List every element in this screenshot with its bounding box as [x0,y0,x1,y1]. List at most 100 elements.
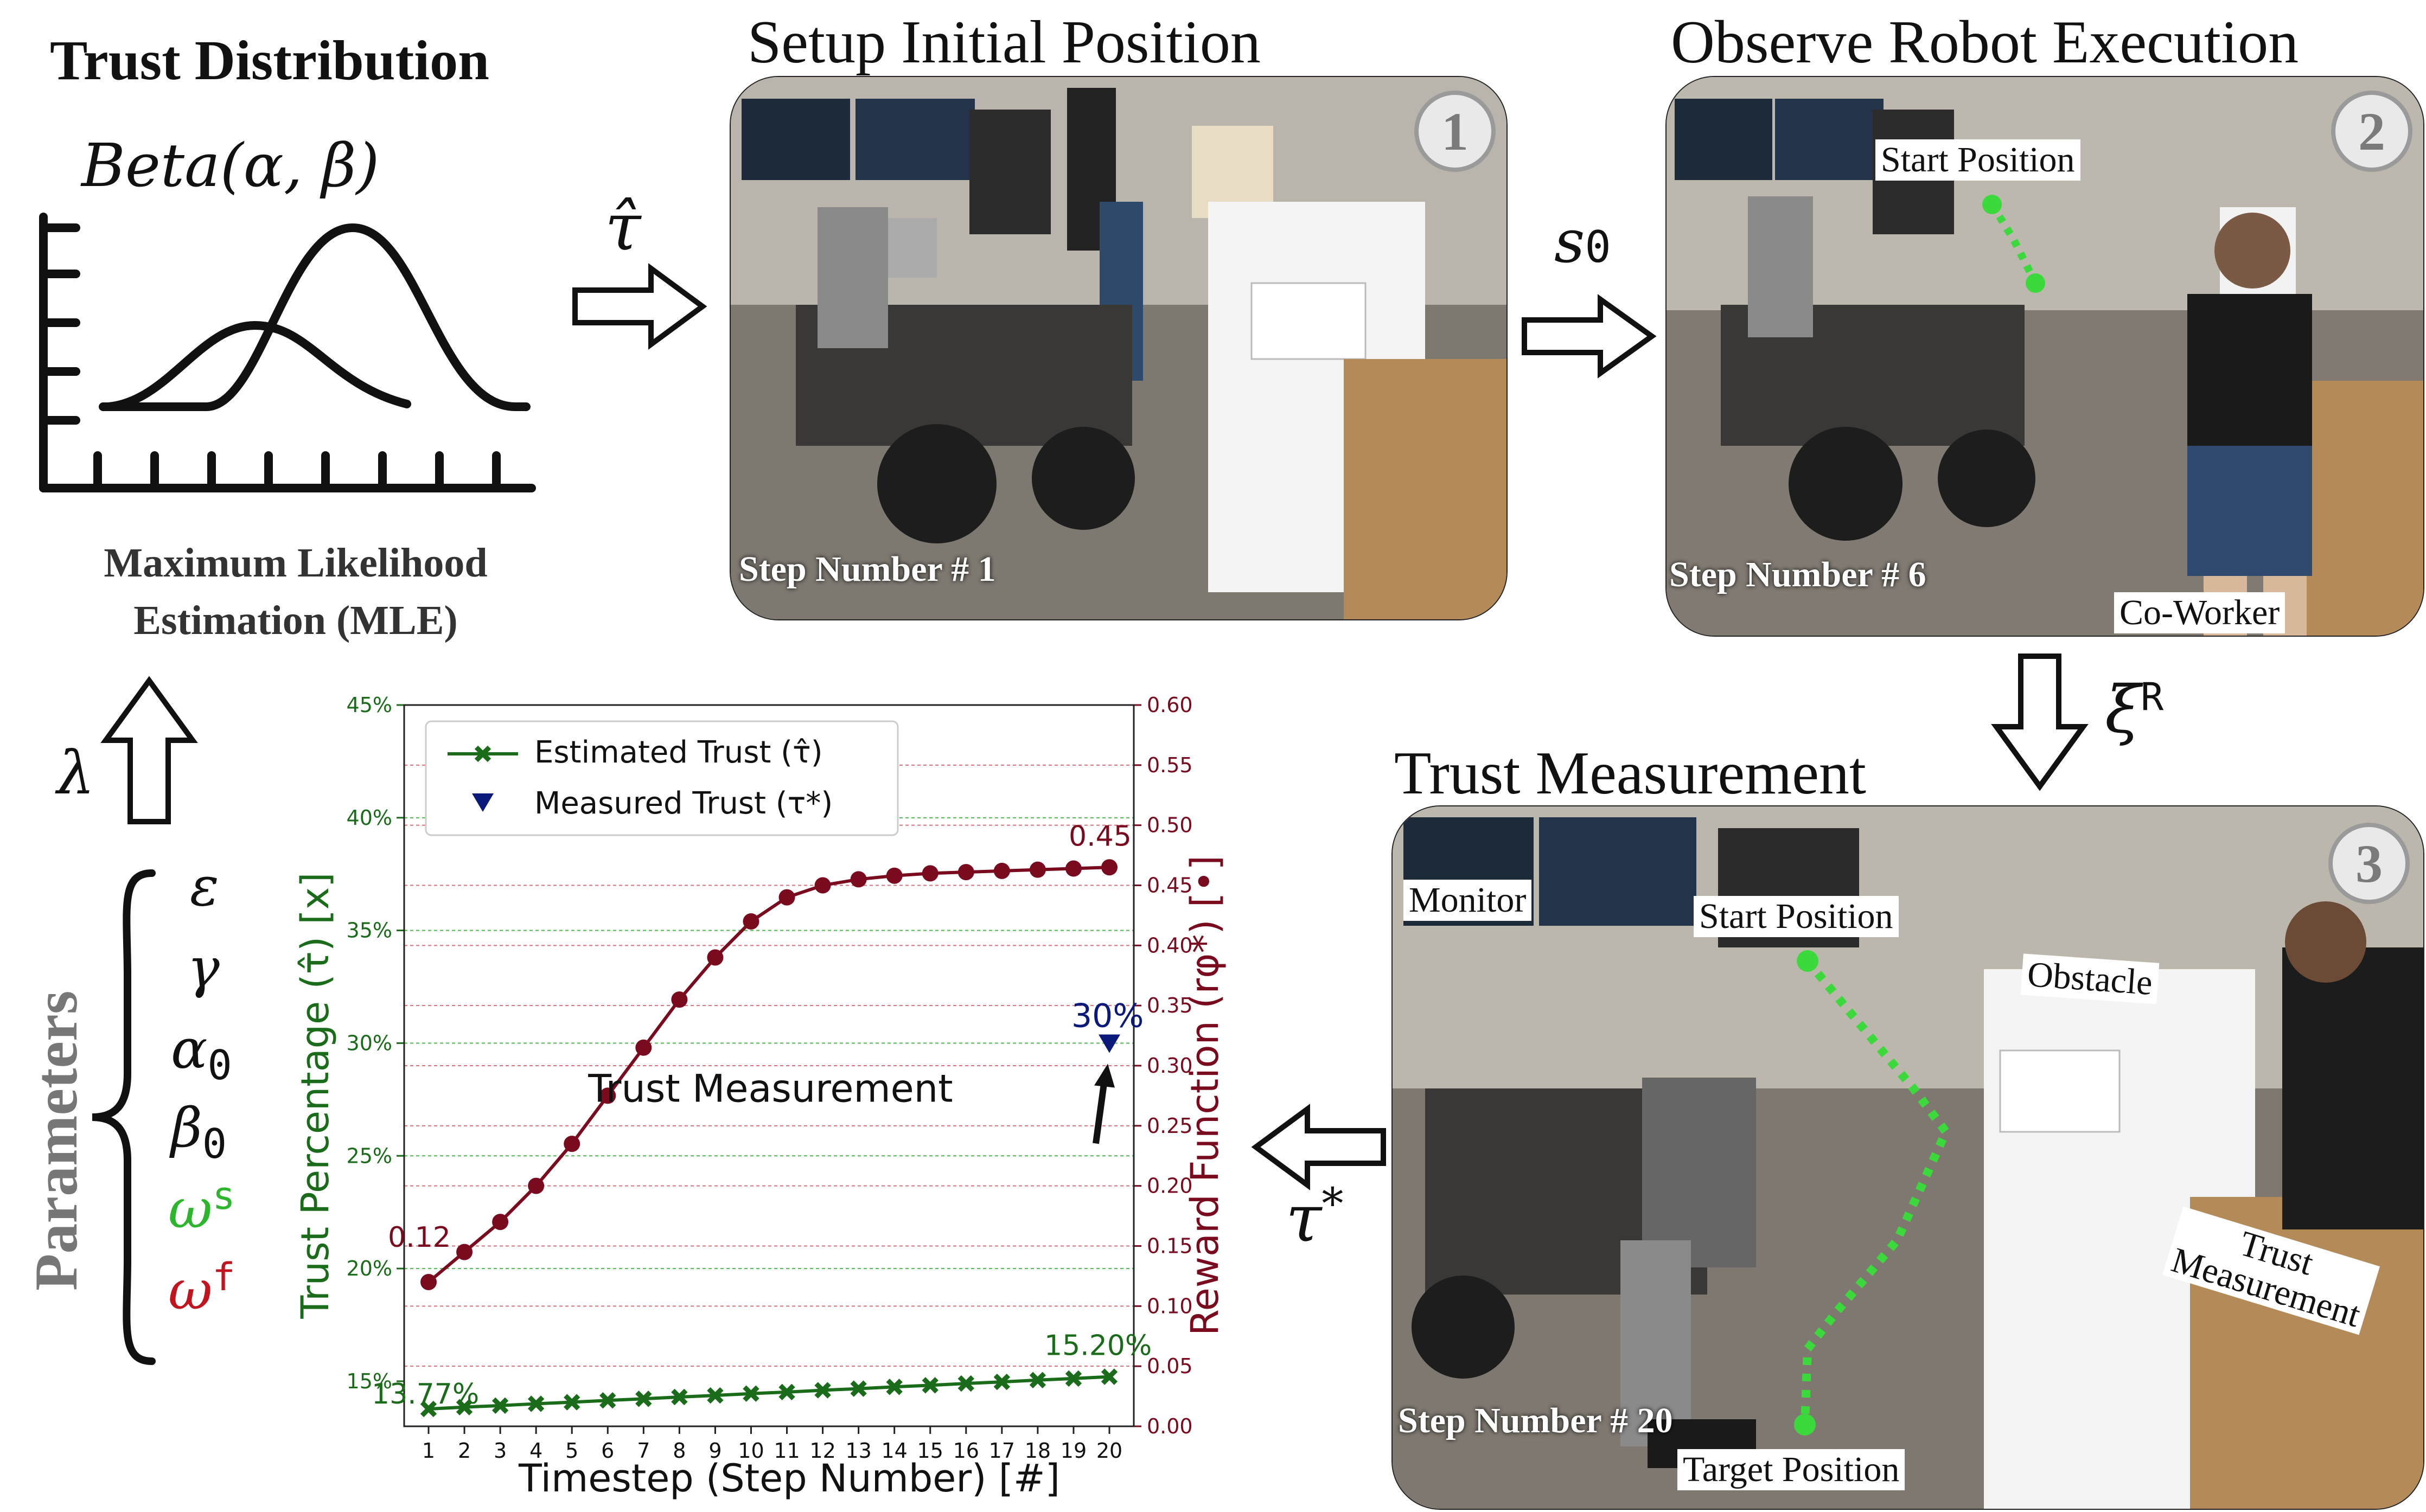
reward-point [1029,861,1046,878]
setup-scene [731,77,1506,619]
trust-start-label: 13.77% [372,1378,479,1411]
mle-label: Maximum Likelihood Estimation (MLE) [49,534,542,650]
estimated-trust-point [922,1377,939,1394]
estimated-trust-point [743,1385,759,1402]
s0-subscript: 0 [1585,222,1611,272]
s0-label: s0 [1554,212,1611,271]
xi-symbol: ξ [2105,672,2141,748]
x-tick-label: 2 [458,1439,471,1463]
beta-curve-peaked [99,223,531,411]
x-tick-label: 5 [565,1439,578,1463]
right-tick-label: 0.35 [1147,994,1193,1017]
x-tick-label: 3 [494,1439,507,1463]
param-alpha0-sub: 0 [207,1041,232,1089]
param-omega-f-sup: f [212,1255,235,1299]
right-tick-label: 0.05 [1147,1354,1193,1378]
parameters-brace [92,869,156,1365]
x-tick-label: 17 [989,1439,1015,1463]
estimated-trust-point [420,1400,437,1418]
start-position-label-2: Start Position [1875,139,2080,181]
arrow-to-chart [1251,1104,1386,1190]
right-tick-label: 0.40 [1147,933,1193,957]
x-tick-label: 9 [708,1439,722,1463]
x-axis-label: Timestep (Step Number) [#] [518,1456,1060,1501]
left-tick-label: 40% [347,806,392,830]
param-omega-s-symbol: ω [168,1177,213,1241]
legend-measured-label: Measured Trust (τ*) [534,786,833,821]
xi-superscript: R [2141,675,2164,719]
trust-distribution-title: Trust Distribution [50,29,489,92]
tau-star-superscript: * [1321,1178,1344,1229]
trust-measurement-scene [1393,806,2423,1509]
param-omega-s: ωs [168,1177,235,1236]
right-tick-label: 0.15 [1147,1234,1193,1258]
legend-trust-label: Estimated Trust (τ̂) [534,735,823,770]
step-number-6: Step Number # 6 [1669,555,1926,594]
mle-line1: Maximum Likelihood [104,540,488,586]
param-beta0-symbol: β [171,1096,202,1159]
estimated-trust-point [491,1397,509,1414]
estimated-trust-point [707,1387,724,1404]
estimated-trust-point [635,1391,652,1407]
x-tick-label: 10 [738,1439,764,1463]
reward-point [778,889,795,906]
xi-label: ξR [2105,678,2163,743]
param-omega-f: ωf [168,1258,235,1317]
x-tick-label: 14 [882,1439,908,1463]
arrow-to-observe [1522,294,1657,379]
right-tick-label: 0.10 [1147,1294,1193,1318]
param-beta0: β0 [171,1101,227,1164]
reward-point [528,1177,545,1194]
x-tick-label: 13 [845,1439,871,1463]
start-position-label-3: Start Position [1694,896,1899,937]
left-tick-label: 25% [347,1144,392,1168]
right-tick-label: 0.20 [1147,1174,1193,1198]
estimated-trust-line [428,1375,1110,1411]
trust-chart: Trust Percentage (τ̂) [x] Reward Functio… [293,693,1227,1501]
left-tick-label: 20% [347,1257,392,1280]
x-tick-label: 7 [637,1439,650,1463]
param-omega-s-sup: s [212,1174,235,1218]
right-y-label: Reward Function (rφ*) [•] [1183,855,1227,1336]
x-tick-label: 11 [774,1439,800,1463]
s0-symbol: s [1554,207,1585,276]
reward-point [635,1039,652,1056]
arrow-to-mle [100,676,198,824]
co-worker-label: Co-Worker [2114,592,2285,633]
param-alpha0: α0 [171,1022,232,1086]
arrow-to-setup [572,263,707,350]
estimated-trust-point [957,1375,974,1392]
reward-point [922,865,939,882]
reward-point [1101,859,1118,876]
trust-end-label: 15.20% [1044,1330,1152,1362]
right-tick-label: 0.00 [1147,1414,1193,1438]
reward-point [564,1136,580,1152]
monitor-label: Monitor [1403,880,1532,921]
estimated-trust-point [671,1388,688,1406]
right-tick-label: 0.55 [1147,753,1193,777]
step-badge-3: 3 [2328,823,2410,904]
mle-line2: Estimation (MLE) [133,598,458,644]
measurement-pointer-head [1094,1063,1115,1088]
tau-hat-label: τ̂ [605,190,641,265]
step-badge-2: 2 [2331,91,2412,172]
x-tick-label: 19 [1061,1439,1087,1463]
right-tick-label: 0.50 [1147,813,1193,837]
param-epsilon: ε [190,860,219,914]
trust-measurement-annotation: Trust Measurement [588,1067,953,1111]
estimated-trust-point [850,1380,867,1397]
reward-point [814,877,831,894]
x-tick-label: 8 [673,1439,686,1463]
estimated-trust-point [527,1395,545,1412]
reward-point [886,867,903,884]
reward-point [420,1274,437,1290]
beta-distribution-plot [39,213,536,492]
legend-box [425,720,899,836]
x-tick-label: 6 [601,1439,614,1463]
reward-point [957,864,974,881]
beta-label: Beta(α, β) [81,131,380,200]
setup-photo: 1 Step Number # 1 [730,76,1508,620]
target-position-label: Target Position [1677,1449,1905,1490]
plot-frame [403,704,1135,1427]
reward-point [671,991,688,1008]
